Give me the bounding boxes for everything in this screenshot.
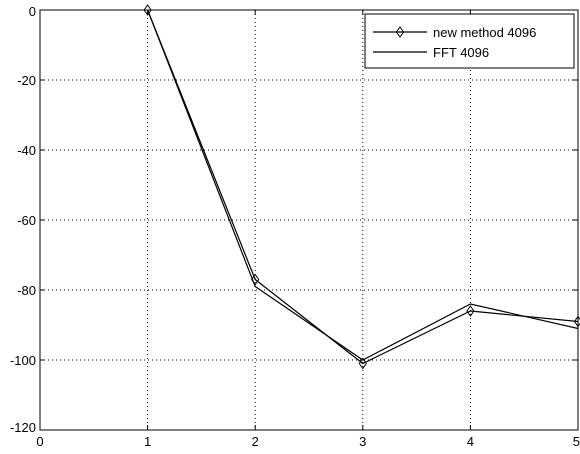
series-2	[147, 9, 579, 361]
y-tick-label: -120	[10, 420, 36, 435]
series-line	[147, 9, 579, 365]
y-tick-label: -40	[17, 143, 36, 158]
y-tick-label: 0	[29, 4, 36, 19]
y-tick-label: -60	[17, 213, 36, 228]
legend-marker	[395, 26, 405, 38]
x-tick-label: 5	[573, 434, 580, 449]
legend-box	[364, 13, 575, 69]
grid-lines	[40, 10, 578, 430]
data-point-marker	[251, 273, 260, 286]
legend-label: new method 4096	[433, 25, 536, 40]
series-layer	[143, 4, 580, 370]
x-tick-label: 0	[36, 434, 43, 449]
y-tick-label: -100	[10, 353, 36, 368]
legend-label: FFT 4096	[433, 45, 489, 60]
y-tick-label: -80	[17, 283, 36, 298]
x-tick-label: 2	[252, 434, 259, 449]
legend: new method 4096 FFT 4096	[364, 13, 575, 69]
data-point-marker	[358, 357, 367, 370]
series-1	[143, 4, 580, 370]
series-line	[147, 9, 579, 361]
x-tick-label: 4	[467, 434, 474, 449]
axis-ticks: 0 1 2 3 4 5 0 -20 -40 -60 -80 -100 -120	[10, 4, 580, 449]
y-tick-label: -20	[17, 73, 36, 88]
data-point-marker	[466, 305, 475, 317]
x-tick-label: 1	[144, 434, 151, 449]
x-tick-label: 3	[359, 434, 366, 449]
